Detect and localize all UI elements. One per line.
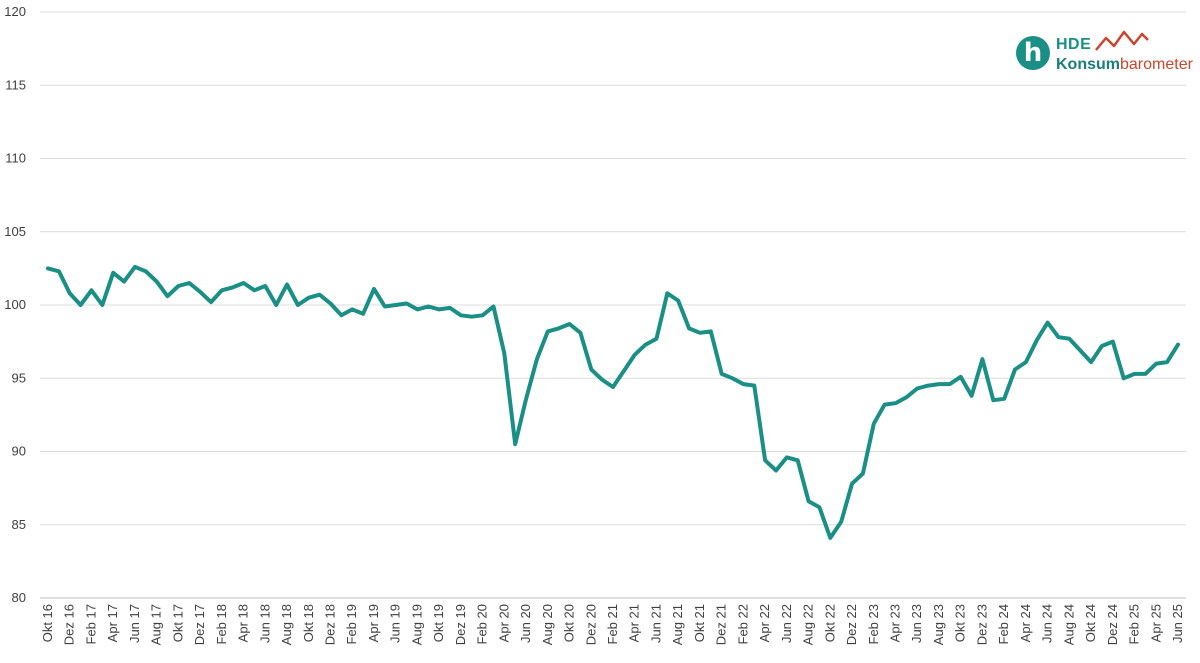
- x-tick-label: Feb 22: [735, 604, 750, 644]
- x-tick-label: Jun 20: [518, 604, 533, 643]
- y-tick-label: 100: [4, 297, 26, 312]
- y-axis-tick-labels: 80 85 90 95 100 105 110 115 120: [4, 4, 26, 605]
- x-tick-label: Dez 17: [192, 604, 207, 645]
- x-tick-label: Okt 20: [562, 604, 577, 642]
- x-tick-label: Apr 25: [1148, 604, 1163, 642]
- x-tick-label: Dez 21: [714, 604, 729, 645]
- x-tick-label: Aug 21: [670, 604, 685, 645]
- x-tick-label: Apr 21: [627, 604, 642, 642]
- x-tick-label: Apr 18: [236, 604, 251, 642]
- x-tick-label: Dez 16: [62, 604, 77, 645]
- x-tick-label: Apr 19: [366, 604, 381, 642]
- x-tick-label: Apr 20: [496, 604, 511, 642]
- x-tick-label: Dez 18: [323, 604, 338, 645]
- x-tick-label: Feb 23: [866, 604, 881, 644]
- x-tick-label: Feb 20: [475, 604, 490, 644]
- y-tick-label: 80: [12, 590, 26, 605]
- logo-brand: HDE: [1056, 36, 1092, 53]
- x-tick-label: Okt 24: [1083, 604, 1098, 642]
- x-tick-label: Apr 24: [1018, 604, 1033, 642]
- x-tick-label: Aug 19: [409, 604, 424, 645]
- x-tick-label: Okt 22: [822, 604, 837, 642]
- zigzag-icon: [1095, 30, 1149, 51]
- x-tick-label: Feb 18: [214, 604, 229, 644]
- x-tick-label: Apr 23: [888, 604, 903, 642]
- x-tick-label: Dez 20: [583, 604, 598, 645]
- series-line: [46, 264, 1180, 540]
- x-tick-label: Dez 23: [974, 604, 989, 645]
- x-tick-label: Jun 23: [909, 604, 924, 643]
- x-tick-label: Aug 24: [1061, 604, 1076, 645]
- x-axis-tick-labels: Okt 16 Dez 16 Feb 17 Apr 17 Jun 17 Aug 17 Okt …: [40, 604, 1185, 645]
- y-tick-label: 110: [5, 151, 26, 166]
- x-tick-label: Dez 24: [1105, 604, 1120, 645]
- y-tick-label: 105: [4, 224, 26, 239]
- x-tick-label: Aug 20: [540, 604, 555, 645]
- x-tick-label: Apr 22: [757, 604, 772, 642]
- x-tick-label: Aug 17: [149, 604, 164, 645]
- x-tick-label: Feb 24: [996, 604, 1011, 644]
- x-tick-label: Feb 25: [1127, 604, 1142, 644]
- x-tick-label: Aug 18: [279, 604, 294, 645]
- x-tick-label: Okt 18: [301, 604, 316, 642]
- x-tick-label: Okt 19: [431, 604, 446, 642]
- y-tick-label: 120: [4, 4, 26, 19]
- y-tick-label: 95: [12, 370, 26, 385]
- x-tick-label: Jun 25: [1170, 604, 1185, 643]
- x-tick-label: Jun 22: [779, 604, 794, 643]
- y-tick-label: 90: [12, 444, 26, 459]
- x-tick-label: Feb 19: [344, 604, 359, 644]
- x-tick-label: Dez 22: [844, 604, 859, 645]
- x-tick-label: Feb 21: [605, 604, 620, 644]
- logo-name-part2: barometer: [1120, 56, 1193, 73]
- x-tick-label: Jun 24: [1040, 604, 1055, 643]
- x-tick-label: Aug 22: [801, 604, 816, 645]
- x-tick-label: Jun 18: [257, 604, 272, 643]
- y-tick-label: 85: [12, 517, 26, 532]
- logo-name-part1: Konsum: [1056, 56, 1120, 73]
- x-tick-label: Apr 17: [105, 604, 120, 642]
- hde-konsumbarometer-logo: h HDE Konsumbarometer: [1016, 28, 1193, 78]
- x-tick-label: Okt 23: [953, 604, 968, 642]
- x-tick-label: Jun 17: [127, 604, 142, 643]
- x-tick-label: Okt 17: [170, 604, 185, 642]
- x-tick-label: Dez 19: [453, 604, 468, 645]
- logo-circle-icon: [1016, 36, 1050, 70]
- x-tick-label: Okt 16: [40, 604, 55, 642]
- x-tick-label: Jun 21: [648, 604, 663, 643]
- x-tick-label: Feb 17: [83, 604, 98, 644]
- x-tick-label: Jun 19: [388, 604, 403, 643]
- x-tick-label: Okt 21: [692, 604, 707, 642]
- x-tick-label: Aug 23: [931, 604, 946, 645]
- gridlines: [40, 11, 1186, 526]
- y-tick-label: 115: [5, 77, 26, 92]
- logo-letter: h: [1023, 38, 1043, 68]
- logo-name: Konsumbarometer: [1056, 56, 1193, 74]
